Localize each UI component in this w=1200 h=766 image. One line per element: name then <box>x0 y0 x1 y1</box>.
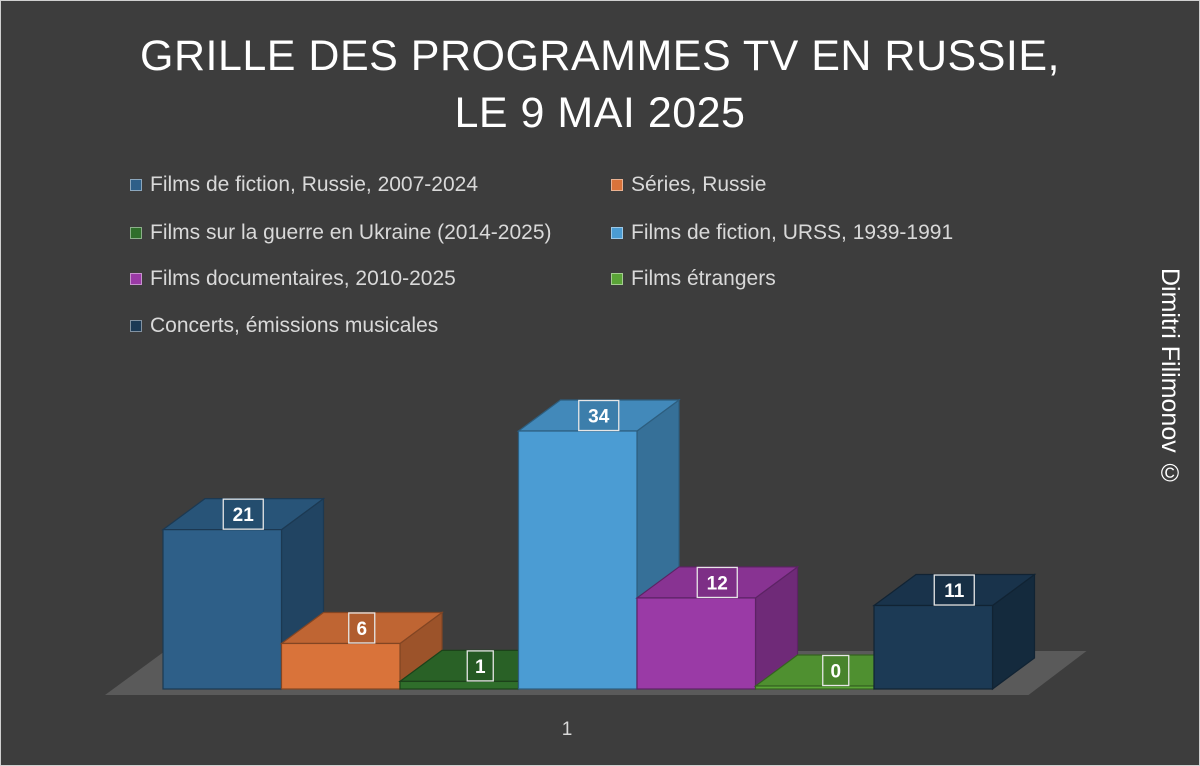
data-label-box <box>933 574 975 606</box>
data-label-text: 0 <box>830 662 841 683</box>
data-label: 21 <box>222 498 264 530</box>
chart-title-line-2: LE 9 MAI 2025 <box>454 89 746 137</box>
legend-item: Films documentaires, 2010-2025 <box>130 267 456 291</box>
data-label: 11 <box>933 574 975 606</box>
legend-item: Films de fiction, URSS, 1939-1991 <box>611 221 953 245</box>
data-label-box <box>466 650 494 682</box>
data-label-box <box>578 399 620 432</box>
data-label-text: 34 <box>588 407 610 428</box>
data-label: 1 <box>466 650 494 682</box>
legend-label: Films étrangers <box>631 267 776 290</box>
legend-swatch <box>130 320 142 332</box>
data-label: 0 <box>822 654 850 687</box>
legend-label: Films sur la guerre en Ukraine (2014-202… <box>150 221 552 244</box>
legend-label: Concerts, émissions musicales <box>150 314 439 337</box>
legend-label: Films documentaires, 2010-2025 <box>150 267 456 290</box>
legend-swatch <box>130 273 142 285</box>
data-label-text: 12 <box>707 573 728 594</box>
author-credit-text: Dimitri Filimonov © <box>1156 268 1184 488</box>
bar-front-face <box>636 597 757 690</box>
legend-label: Séries, Russie <box>631 173 767 196</box>
legend-swatch <box>611 179 623 191</box>
bar-front-face <box>873 604 994 690</box>
legend-item: Films étrangers <box>611 267 776 291</box>
legend-swatch <box>611 273 623 285</box>
bar-front-face <box>162 529 283 690</box>
data-label-box <box>222 498 264 530</box>
bar <box>635 565 800 691</box>
chart-title-line-1: GRILLE DES PROGRAMMES TV EN RUSSIE, <box>140 32 1060 80</box>
x-axis-category-label: 1 <box>562 719 573 740</box>
author-credit: Dimitri Filimonov © <box>1155 268 1185 528</box>
chart-title: GRILLE DES PROGRAMMES TV EN RUSSIE, LE 9… <box>0 28 1200 142</box>
data-label-text: 1 <box>475 657 486 678</box>
legend-label: Films de fiction, URSS, 1939-1991 <box>631 221 954 244</box>
data-label: 34 <box>578 399 620 432</box>
bar <box>872 573 1037 691</box>
data-label: 6 <box>348 612 376 644</box>
bar <box>279 611 444 691</box>
legend-swatch <box>611 227 623 239</box>
data-label-box <box>822 654 850 687</box>
legend-item: Films sur la guerre en Ukraine (2014-202… <box>130 221 552 245</box>
data-label-text: 21 <box>233 505 255 526</box>
legend-item: Films de fiction, Russie, 2007-2024 <box>130 173 478 197</box>
bar-front-face <box>754 685 875 690</box>
bar-front-face <box>280 642 401 690</box>
bar-front-face <box>399 680 520 690</box>
data-label-box <box>348 612 376 644</box>
legend-label: Films de fiction, Russie, 2007-2024 <box>150 173 478 196</box>
legend-item: Séries, Russie <box>611 173 766 197</box>
bar-front-face <box>517 430 638 690</box>
data-label-box <box>696 566 738 599</box>
legend-swatch <box>130 179 142 191</box>
data-label-text: 11 <box>944 581 965 602</box>
legend-item: Concerts, émissions musicales <box>130 314 438 338</box>
data-label: 12 <box>696 566 738 599</box>
data-label-text: 6 <box>356 619 367 640</box>
chart-legend: Films de fiction, Russie, 2007-2024 Séri… <box>0 0 1200 340</box>
legend-swatch <box>130 227 142 239</box>
